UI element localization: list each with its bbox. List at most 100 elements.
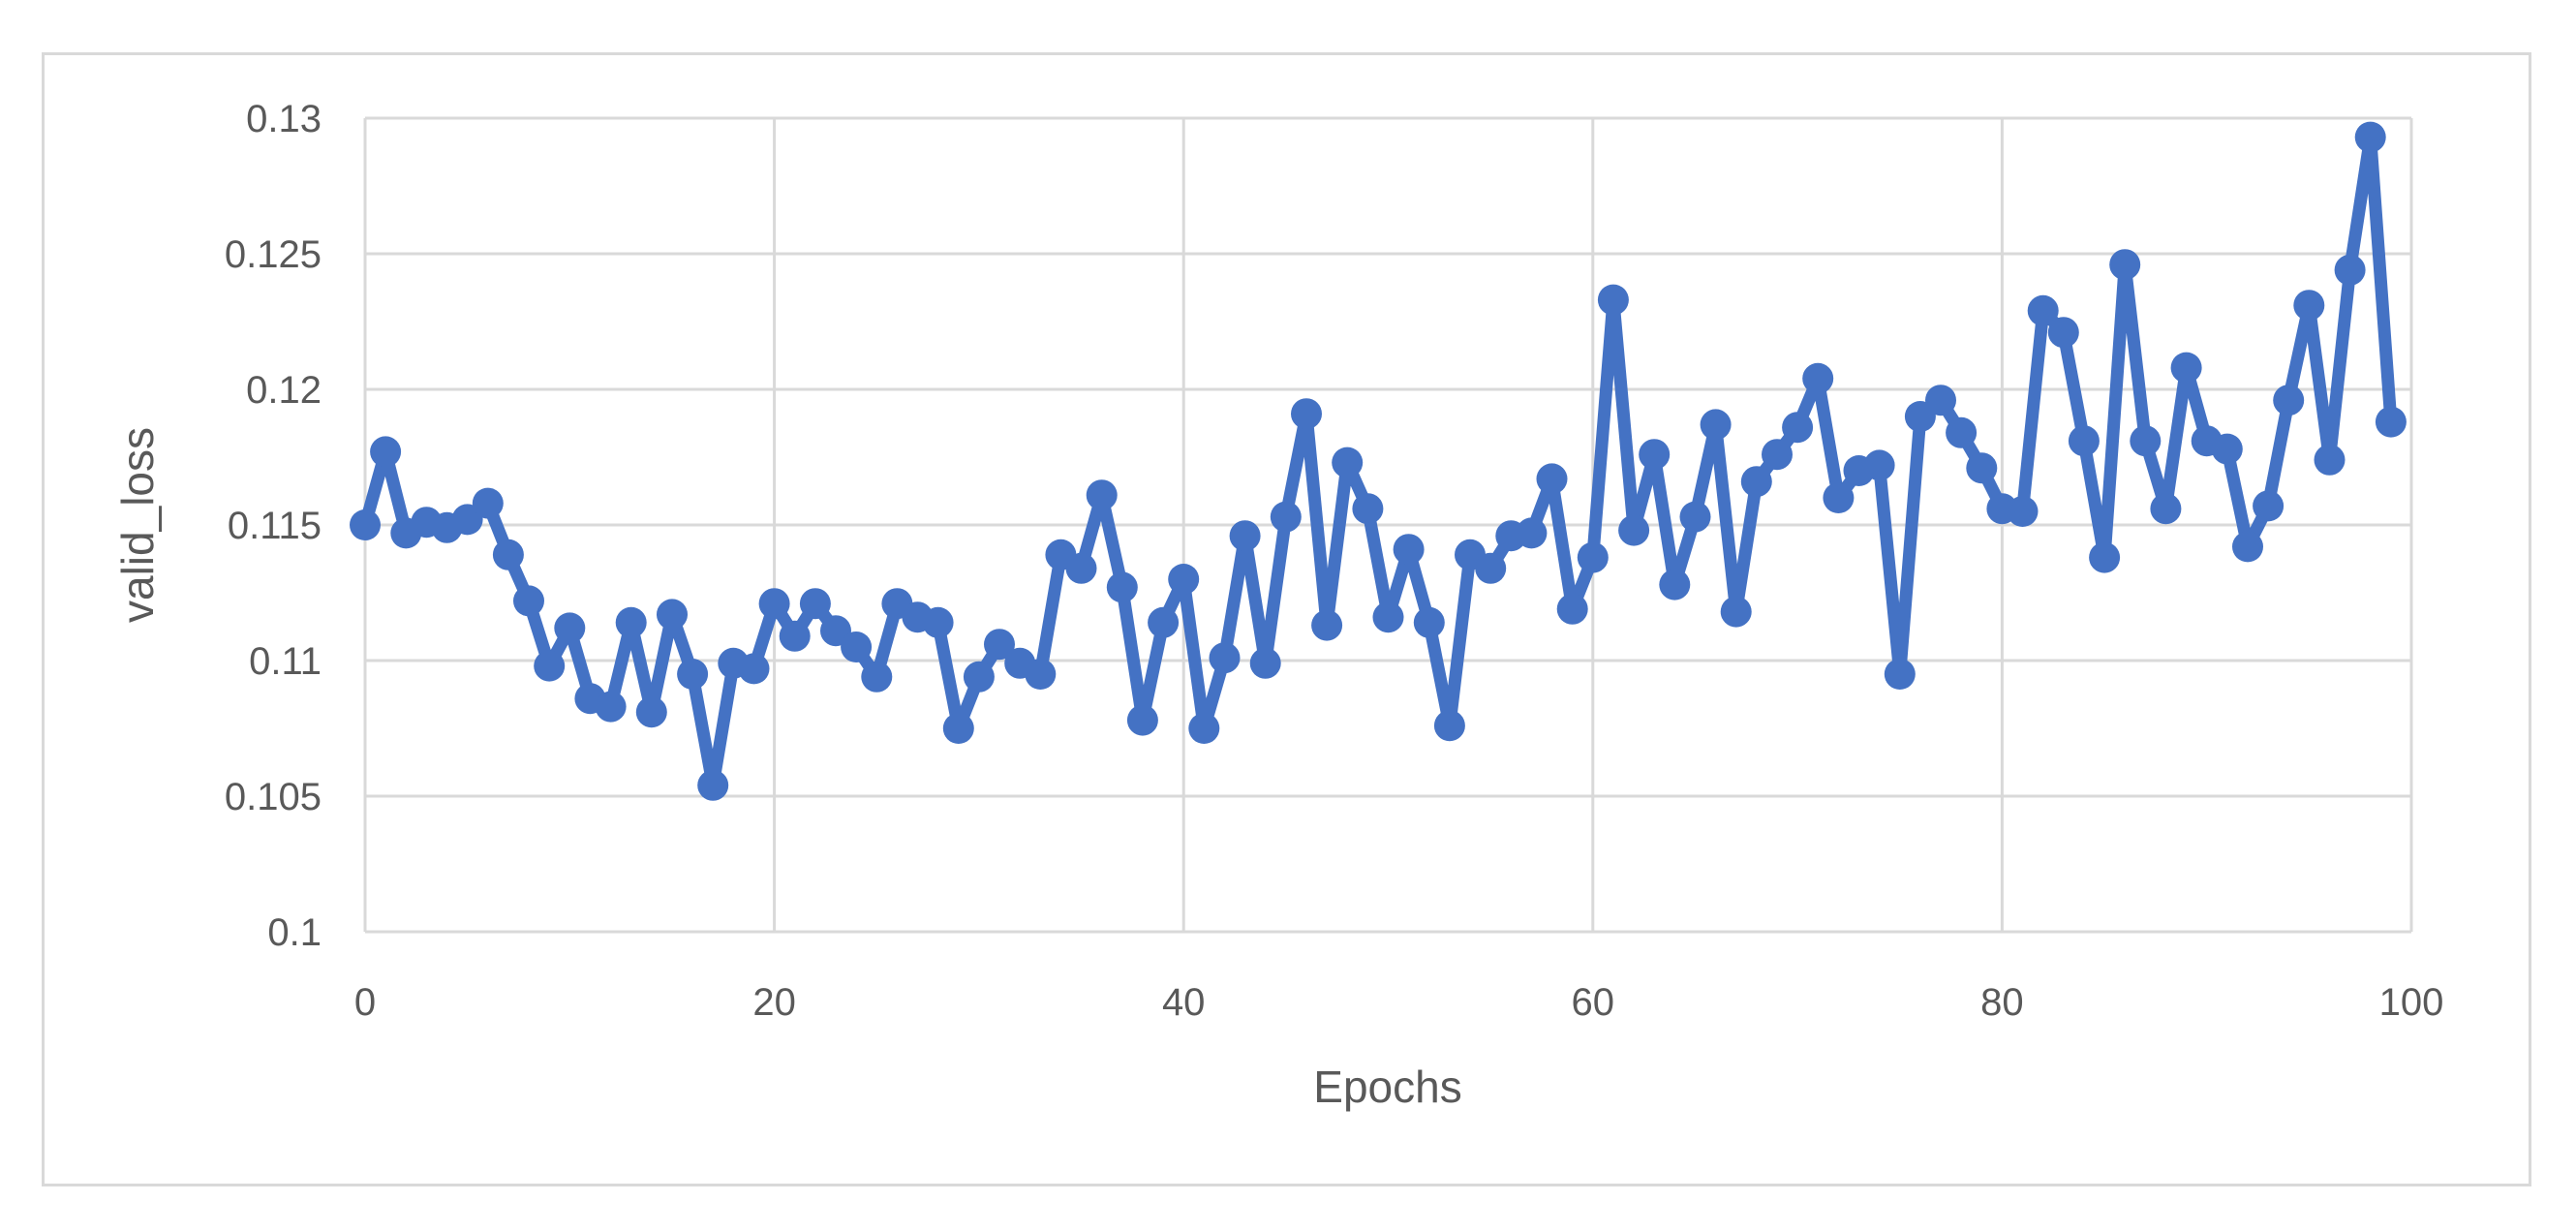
data-point <box>1475 552 1507 584</box>
data-point <box>2253 490 2285 522</box>
x-tick-label: 80 <box>1980 981 2024 1024</box>
x-axis-tick-labels: 0 20 40 60 80 100 <box>354 981 2444 1024</box>
x-tick-label: 40 <box>1162 981 1206 1024</box>
data-point <box>1168 564 1200 595</box>
data-point <box>922 606 954 638</box>
data-point <box>1720 596 1752 628</box>
data-point <box>513 585 544 617</box>
data-point <box>1106 571 1138 603</box>
vertical-gridlines <box>363 118 2413 932</box>
y-tick-label: 0.13 <box>246 98 322 140</box>
y-tick-label: 0.105 <box>225 776 322 818</box>
x-tick-label: 100 <box>2379 981 2444 1024</box>
data-point <box>1311 609 1343 641</box>
data-point <box>595 691 627 723</box>
data-point <box>472 487 504 519</box>
data-point <box>942 713 974 744</box>
data-point <box>1086 479 1118 511</box>
data-point <box>2354 121 2386 153</box>
x-axis-title: Epochs <box>1313 1062 1461 1112</box>
data-point <box>1433 710 1465 742</box>
data-point <box>492 539 524 570</box>
data-point <box>1823 482 1855 513</box>
data-point <box>799 588 831 620</box>
data-point <box>1863 449 1895 481</box>
x-tick-label: 0 <box>354 981 376 1024</box>
data-point <box>2273 385 2305 416</box>
data-point <box>2334 254 2366 286</box>
data-point <box>779 620 811 652</box>
data-point <box>615 606 647 638</box>
data-point <box>1966 452 1998 484</box>
data-point <box>1802 362 1834 394</box>
data-point <box>2211 433 2243 465</box>
data-point <box>1556 593 1588 625</box>
data-point <box>1536 463 1568 495</box>
data-point <box>1025 659 1057 690</box>
data-point <box>2130 425 2162 457</box>
data-point <box>1126 704 1158 736</box>
data-point <box>1332 447 1364 478</box>
data-point <box>2068 425 2100 457</box>
data-point <box>1393 534 1425 566</box>
data-point <box>1148 606 1180 638</box>
data-point <box>1925 385 1956 416</box>
data-point <box>370 436 402 468</box>
data-point <box>677 659 709 690</box>
data-point <box>2375 406 2407 438</box>
data-point <box>1782 412 1814 444</box>
data-point <box>1249 647 1281 679</box>
data-point <box>697 769 729 801</box>
data-point <box>1352 493 1384 525</box>
data-point <box>1270 501 1302 533</box>
data-point <box>554 612 586 644</box>
x-tick-label: 60 <box>1572 981 1615 1024</box>
data-point <box>1700 409 1732 441</box>
data-point <box>1659 569 1691 601</box>
data-point <box>1618 514 1650 546</box>
data-point <box>1516 517 1548 549</box>
y-tick-label: 0.125 <box>225 233 322 276</box>
data-point <box>2314 444 2346 476</box>
chart-outer-border <box>42 52 2531 1186</box>
data-point <box>2089 541 2121 573</box>
data-point <box>861 661 893 693</box>
data-point <box>841 631 873 662</box>
data-point <box>963 661 995 693</box>
data-point <box>984 629 1015 661</box>
y-tick-label: 0.1 <box>267 911 322 954</box>
data-point <box>2027 294 2059 326</box>
data-point <box>2170 352 2202 384</box>
y-tick-label: 0.11 <box>249 640 322 683</box>
data-point <box>1372 601 1404 633</box>
data-point <box>738 653 770 685</box>
data-point <box>1065 552 1097 584</box>
x-tick-label: 20 <box>752 981 796 1024</box>
data-point <box>657 599 688 631</box>
data-point <box>1740 466 1772 498</box>
data-point <box>1209 642 1241 674</box>
y-tick-label: 0.115 <box>228 505 322 547</box>
y-axis-title: valid_loss <box>112 427 163 623</box>
data-point <box>1679 501 1711 533</box>
data-point <box>1639 439 1671 471</box>
data-point <box>2007 496 2039 527</box>
data-point <box>758 588 790 620</box>
data-point <box>1413 606 1445 638</box>
data-point <box>1597 284 1629 316</box>
data-point <box>2293 290 2325 322</box>
valid-loss-series-markers <box>350 121 2407 801</box>
data-point <box>1946 416 1978 448</box>
data-point <box>1291 398 1322 430</box>
valid-loss-series-line <box>358 131 2398 792</box>
data-point <box>2109 249 2141 281</box>
data-point <box>2150 493 2182 525</box>
y-tick-label: 0.12 <box>246 369 322 412</box>
data-point <box>1188 713 1220 744</box>
y-axis-tick-labels: 0.1 0.105 0.11 0.115 0.12 0.125 0.13 <box>225 98 322 954</box>
data-point <box>635 696 667 728</box>
data-point <box>350 509 381 540</box>
data-point <box>534 650 566 682</box>
